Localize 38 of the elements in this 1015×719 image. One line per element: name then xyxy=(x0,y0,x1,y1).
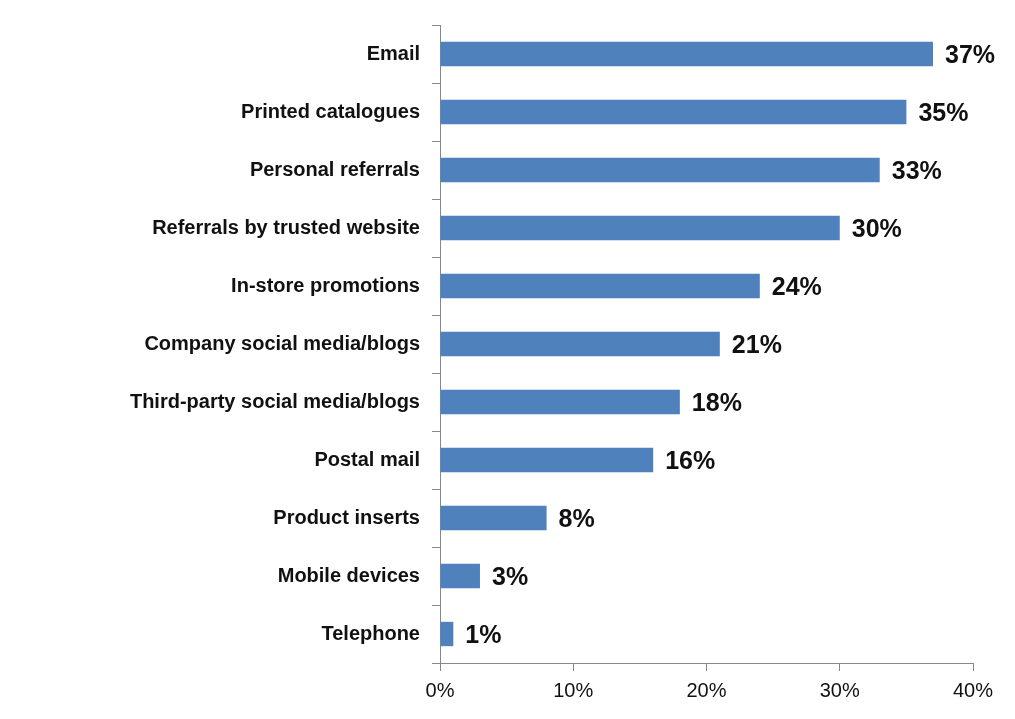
y-tick-label: Telephone xyxy=(321,621,420,644)
bar xyxy=(440,621,454,647)
data-label: 37% xyxy=(945,39,996,68)
x-tick-label: 0% xyxy=(425,678,455,701)
data-label: 3% xyxy=(491,561,529,590)
data-label: 24% xyxy=(771,271,822,300)
y-tick-label: Mobile devices xyxy=(277,563,420,586)
data-label: 18% xyxy=(691,387,742,416)
x-tick-label: 40% xyxy=(952,678,994,701)
bar xyxy=(440,505,547,531)
bar xyxy=(440,563,480,589)
bar xyxy=(440,447,654,473)
x-tick-label: 30% xyxy=(819,678,860,701)
data-label: 33% xyxy=(891,155,942,184)
data-label: 1% xyxy=(465,619,502,648)
data-label: 8% xyxy=(558,503,595,532)
x-tick-label: 20% xyxy=(686,678,727,701)
y-tick-label: Email xyxy=(366,41,420,64)
bar xyxy=(440,41,934,67)
data-label: 35% xyxy=(918,97,969,126)
y-tick-label: Postal mail xyxy=(314,447,420,470)
x-tick-label: 10% xyxy=(553,678,594,701)
bar xyxy=(440,389,680,415)
y-tick-label: Company social media/blogs xyxy=(144,331,420,354)
y-tick-label: Referrals by trusted website xyxy=(152,215,420,238)
bar xyxy=(440,157,880,183)
y-tick-label: Product inserts xyxy=(273,505,420,528)
bar xyxy=(440,273,760,299)
y-tick-label: Printed catalogues xyxy=(241,99,420,122)
data-label: 16% xyxy=(665,445,716,474)
y-tick-label: Personal referrals xyxy=(249,157,420,180)
data-label: 21% xyxy=(731,329,782,358)
y-tick-label: Third-party social media/blogs xyxy=(129,389,420,412)
data-label: 30% xyxy=(851,213,902,242)
bar xyxy=(440,331,720,357)
bar xyxy=(440,215,840,241)
y-tick-label: In-store promotions xyxy=(231,273,420,296)
bar xyxy=(440,99,907,125)
